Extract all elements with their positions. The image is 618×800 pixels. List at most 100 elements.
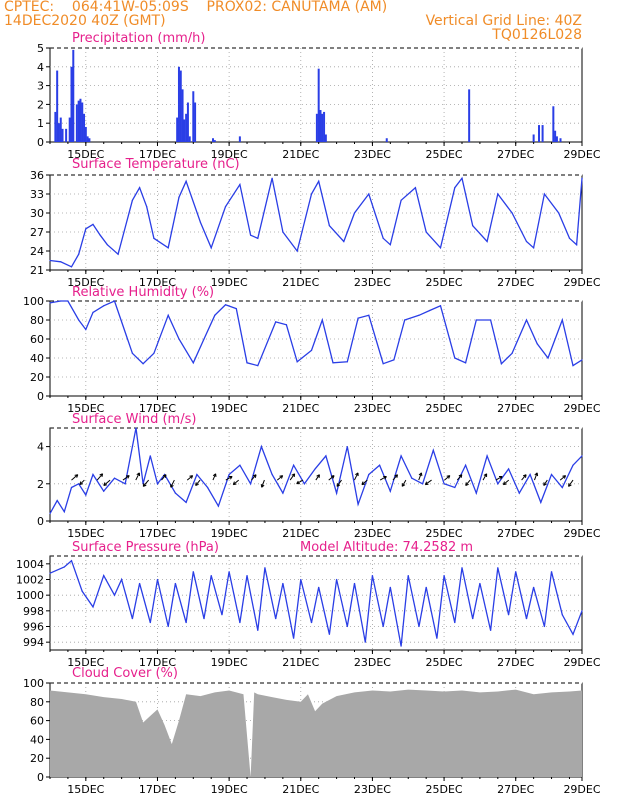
precip-bar (86, 136, 89, 142)
ytick-label-5-0: 0 (37, 771, 44, 784)
series-line-4 (49, 559, 583, 647)
xtick-label-5-1: 17DEC (139, 783, 176, 796)
series-point-2 (131, 352, 133, 354)
series-point-1 (486, 240, 488, 243)
series-point-4 (228, 571, 230, 573)
precip-bar (177, 66, 180, 142)
xtick-label-0-2: 19DEC (211, 148, 248, 161)
panel-frame-2 (49, 300, 583, 397)
series-point-2 (536, 343, 538, 345)
xtick-label-4-4: 23DEC (354, 656, 391, 669)
series-point-1 (328, 225, 331, 227)
wind-arrow-head (103, 482, 108, 486)
wind-arrow-shaft (392, 474, 398, 481)
wind-arrow-head (446, 475, 451, 479)
series-point-3 (421, 483, 424, 485)
series-point-3 (454, 486, 456, 489)
series-point-2 (296, 361, 298, 363)
ytick-label-3-2: 4 (37, 441, 44, 454)
wind-arrow-shaft (71, 474, 79, 481)
xtick-label-3-6: 27DEC (497, 527, 534, 540)
series-point-4 (425, 586, 427, 588)
ytick-label-2-1: 20 (30, 371, 44, 384)
series-point-1 (131, 199, 133, 201)
xtick-label-3-4: 23DEC (354, 527, 391, 540)
series-point-3 (561, 486, 563, 489)
xtick-label-4-5: 25DEC (426, 656, 463, 669)
series-point-1 (210, 247, 212, 249)
ytick-label-4-4: 1002 (16, 574, 44, 587)
series-point-4 (221, 614, 223, 616)
series-point-1 (558, 212, 560, 214)
series-point-4 (81, 590, 83, 592)
series-point-4 (167, 625, 169, 628)
series-point-3 (135, 427, 137, 429)
series-point-1 (92, 223, 94, 225)
series-point-2 (429, 309, 431, 312)
series-point-2 (321, 319, 323, 321)
series-point-3 (518, 492, 520, 494)
series-point-1 (224, 206, 227, 208)
panel-title-4: Surface Pressure (hPa) (72, 540, 219, 555)
series-point-3 (271, 473, 273, 476)
wind-arrow-head (170, 484, 174, 488)
series-point-4 (70, 560, 73, 562)
series-point-4 (257, 629, 259, 632)
series-point-3 (497, 483, 499, 485)
panel-title-5: Cloud Cover (%) (72, 666, 178, 681)
xtick-label-2-0: 15DEC (67, 402, 104, 415)
precip-bar (532, 134, 535, 142)
series-point-1 (318, 180, 320, 182)
series-point-2 (203, 338, 205, 340)
series-point-3 (314, 468, 316, 470)
wind-arrow-shaft (289, 473, 296, 481)
series-point-3 (507, 468, 510, 470)
wind-arrow-shaft (495, 476, 503, 481)
series-point-4 (300, 578, 302, 581)
xtick-label-0-4: 23DEC (354, 148, 391, 161)
precip-bar (70, 66, 73, 142)
precip-bar (538, 125, 541, 142)
precip-bar (321, 113, 324, 142)
series-point-4 (461, 567, 463, 569)
xtick-label-1-2: 19DEC (211, 276, 248, 289)
series-point-4 (497, 567, 499, 569)
series-point-1 (257, 237, 259, 239)
precip-bar (186, 102, 189, 142)
xtick-label-5-7: 29DEC (563, 783, 600, 796)
series-point-2 (285, 324, 288, 326)
series-point-1 (310, 193, 313, 195)
series-point-3 (260, 446, 262, 448)
header-right-line2: Vertical Grid Line: 40Z (425, 13, 582, 29)
wind-arrow-head (522, 474, 527, 478)
wind-arrow-shaft (568, 479, 574, 487)
wind-arrow-head (418, 472, 423, 477)
precip-bar (183, 119, 186, 142)
xtick-label-0-5: 25DEC (426, 148, 463, 161)
series-point-1 (239, 183, 241, 186)
xtick-label-3-2: 19DEC (211, 527, 248, 540)
series-point-4 (515, 571, 517, 573)
series-point-2 (92, 311, 94, 313)
series-point-1 (343, 240, 345, 243)
precip-bar (385, 138, 388, 142)
precip-bar (317, 68, 320, 142)
wind-arrow-head (336, 483, 341, 487)
series-point-1 (60, 261, 62, 263)
xtick-label-2-2: 19DEC (211, 402, 248, 415)
ytick-label-5-3: 60 (30, 715, 44, 728)
series-point-4 (264, 567, 266, 569)
xtick-label-1-0: 15DEC (67, 276, 104, 289)
series-point-3 (303, 483, 305, 485)
series-point-2 (49, 302, 51, 304)
series-point-4 (49, 572, 51, 574)
series-point-4 (293, 637, 295, 639)
series-point-1 (296, 250, 298, 252)
precip-bar (77, 100, 80, 142)
series-point-2 (60, 300, 62, 302)
series-point-1 (185, 180, 187, 182)
precip-bar (61, 128, 64, 142)
series-point-4 (113, 594, 116, 596)
panel-frame-3 (49, 427, 583, 522)
series-point-1 (178, 196, 180, 198)
